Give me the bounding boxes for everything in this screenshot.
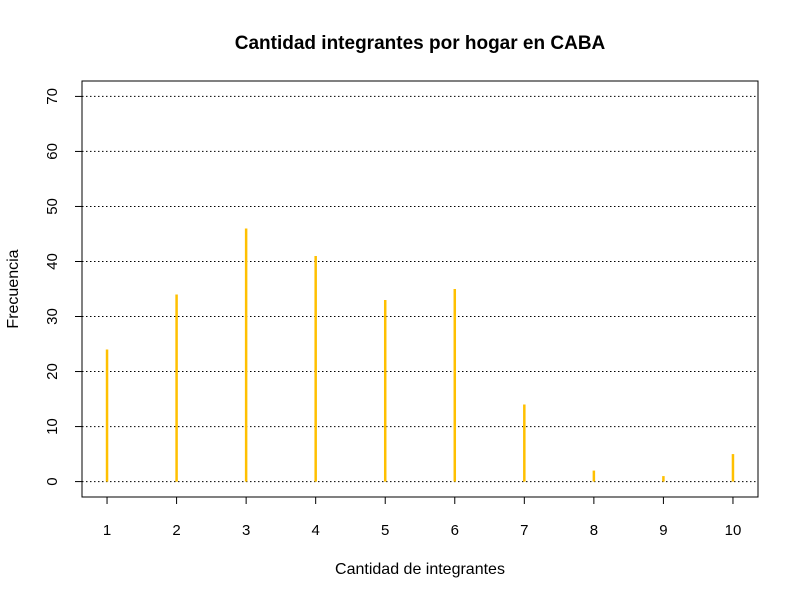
x-axis-label: Cantidad de integrantes — [335, 561, 505, 578]
bars — [105, 228, 735, 482]
x-tick-label-6: 6 — [451, 522, 459, 539]
y-axis-label: Frecuencia — [5, 249, 22, 328]
x-tick-label-8: 8 — [590, 522, 598, 539]
x-tick-label-9: 9 — [659, 522, 667, 539]
x-axis: 1 2 3 4 5 6 7 8 9 10 — [103, 496, 742, 539]
y-tick-label-70: 70 — [44, 88, 61, 105]
plot-frame — [81, 80, 759, 498]
y-tick-label-10: 10 — [44, 418, 61, 435]
y-tick-label-0: 0 — [44, 477, 61, 485]
x-tick-label-7: 7 — [520, 522, 528, 539]
y-tick-label-30: 30 — [44, 308, 61, 325]
x-tick-label-2: 2 — [172, 522, 180, 539]
x-tick-label-10: 10 — [725, 522, 742, 539]
y-axis: 0 10 20 30 40 50 60 70 — [44, 88, 83, 486]
grid-lines — [82, 95, 758, 483]
y-tick-label-50: 50 — [44, 198, 61, 215]
chart-title: Cantidad integrantes por hogar en CABA — [235, 33, 606, 54]
x-tick-label-5: 5 — [381, 522, 389, 539]
x-tick-label-3: 3 — [242, 522, 250, 539]
x-tick-label-1: 1 — [103, 522, 111, 539]
y-tick-label-40: 40 — [44, 253, 61, 270]
x-tick-label-4: 4 — [312, 522, 320, 539]
y-tick-label-20: 20 — [44, 363, 61, 380]
y-tick-label-60: 60 — [44, 143, 61, 160]
